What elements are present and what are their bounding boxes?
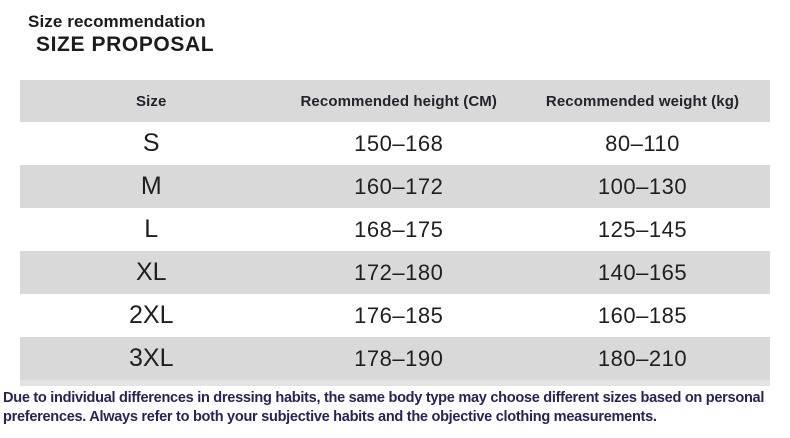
weight-range: 80–110 [605, 130, 680, 156]
table-row-3xl: 3XL 178–190 180–210 [20, 337, 770, 380]
table-row-m: M 160–172 100–130 [20, 165, 770, 208]
disclaimer-line-1: Due to individual differences in dressin… [3, 389, 765, 406]
table-row-2xl: 2XL 176–185 160–185 [20, 294, 770, 337]
table-row-xl: XL 172–180 140–165 [20, 251, 770, 294]
size-value: M [140, 172, 162, 200]
weight-range: 100–130 [597, 173, 688, 199]
size-value: S [142, 129, 160, 157]
weight-range: 125–145 [597, 216, 688, 242]
size-value: L [144, 215, 159, 243]
height-range: 178–190 [354, 345, 444, 371]
size-table: Size Recommended height (CM) Recommended… [20, 80, 770, 380]
height-range: 176–185 [354, 302, 444, 328]
disclaimer-line-2: preferences. Always refer to both your s… [3, 408, 657, 425]
height-range: 172–180 [354, 259, 444, 285]
table-row-l: L 168–175 125–145 [20, 208, 770, 251]
disclaimer-note: Due to individual differences in dressin… [3, 388, 790, 426]
column-header-weight: Recommended weight (kg) [545, 92, 740, 110]
height-range: 168–175 [354, 216, 444, 242]
size-value: 2XL [129, 301, 174, 329]
column-header-height: Recommended height (CM) [300, 92, 497, 110]
page-title: Size recommendation [28, 12, 206, 31]
weight-range: 160–185 [597, 302, 688, 328]
table-header-row: Size Recommended height (CM) Recommended… [20, 80, 770, 122]
size-value: 3XL [129, 344, 174, 372]
page-subtitle: SIZE PROPOSAL [36, 33, 215, 56]
weight-range: 180–210 [597, 345, 688, 371]
size-value: XL [135, 258, 167, 286]
table-row-s: S 150–168 80–110 [20, 122, 770, 165]
height-range: 160–172 [354, 173, 444, 199]
weight-range: 140–165 [597, 259, 688, 285]
table-bottom-strip [20, 380, 770, 386]
column-header-size: Size [136, 92, 167, 110]
height-range: 150–168 [354, 130, 444, 156]
